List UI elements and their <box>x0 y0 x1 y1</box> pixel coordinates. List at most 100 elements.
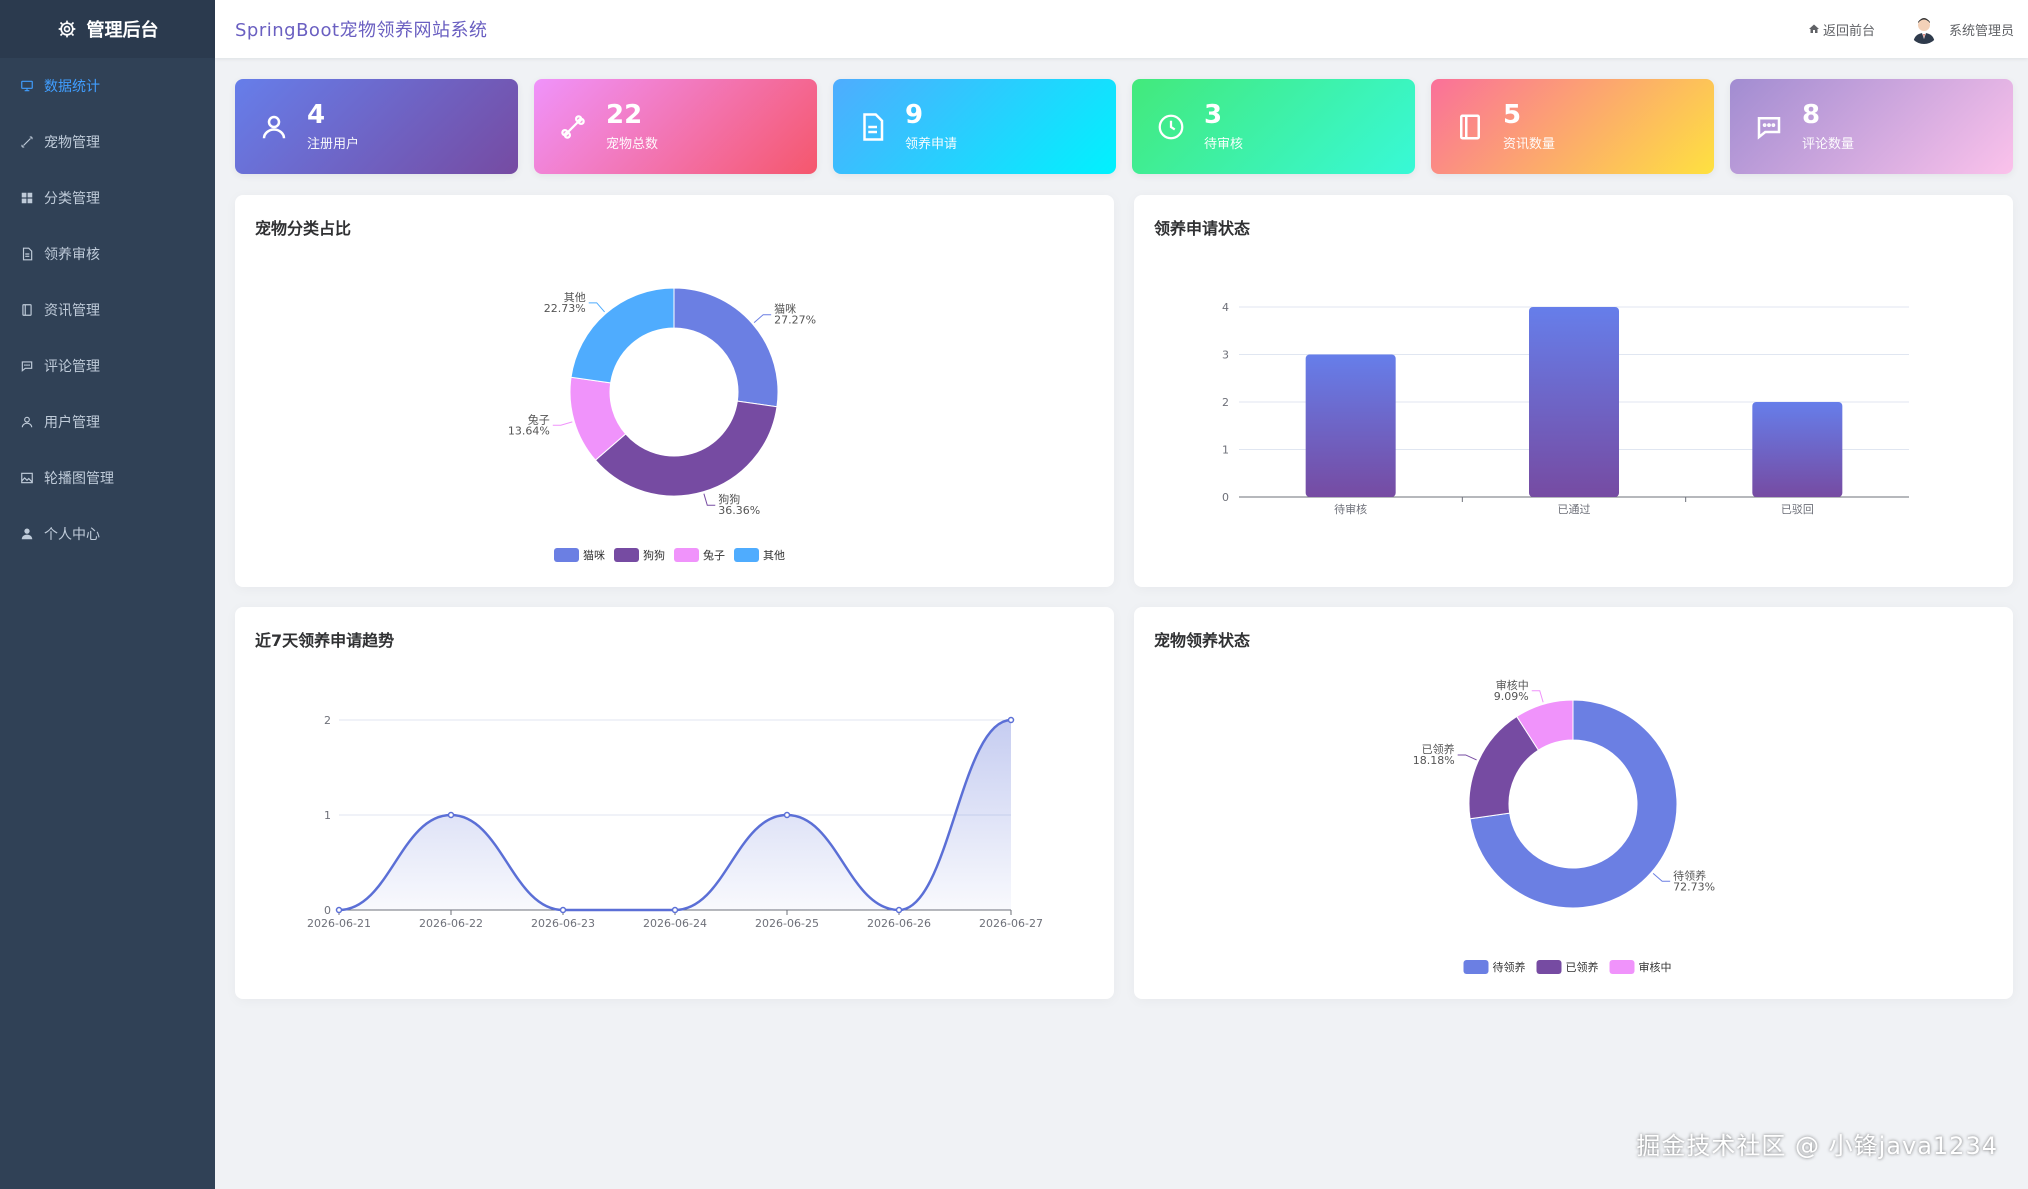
x-tick-label: 2026-06-23 <box>531 917 595 930</box>
header-right: 返回前台 系统管理员 <box>1808 14 2014 44</box>
gear-icon <box>58 20 75 38</box>
legend-swatch[interactable] <box>1536 960 1562 974</box>
sidebar-title: 管理后台 <box>86 20 159 41</box>
legend-label: 猫咪 <box>583 549 605 562</box>
legend-swatch[interactable] <box>554 548 579 562</box>
person-icon <box>20 527 34 541</box>
pie-slice[interactable] <box>1469 699 1678 909</box>
sidebar-item-label: 个人中心 <box>44 527 100 543</box>
pie-slice[interactable] <box>594 400 778 497</box>
sidebar-item-label: 轮播图管理 <box>44 471 114 487</box>
x-tick-label: 2026-06-22 <box>419 917 483 930</box>
clock-icon <box>1154 110 1188 144</box>
stat-label: 评论数量 <box>1802 137 1855 153</box>
bar[interactable] <box>1529 307 1619 497</box>
pie-label-line <box>588 302 605 313</box>
data-point[interactable] <box>335 906 343 914</box>
legend-label: 兔子 <box>703 548 725 562</box>
top-header: SpringBoot宠物领养网站系统 返回前台 系统管理员 <box>215 0 2028 58</box>
data-point[interactable] <box>1007 716 1015 724</box>
pie-value-label: 36.36% <box>718 504 760 517</box>
legend-swatch[interactable] <box>1609 960 1635 974</box>
data-point[interactable] <box>559 906 567 914</box>
sidebar-item-4[interactable]: 资讯管理 <box>0 282 215 338</box>
stat-card-3[interactable]: 3 待审核 <box>1132 79 1415 174</box>
pie-label: 待领养 <box>1673 868 1706 882</box>
pie-value-label: 9.09% <box>1494 690 1529 703</box>
legend-swatch[interactable] <box>614 548 639 562</box>
data-point[interactable] <box>671 906 679 914</box>
legend-label: 其他 <box>763 549 785 562</box>
pie-value-label: 18.18% <box>1413 754 1455 767</box>
sidebar-item-8[interactable]: 个人中心 <box>0 506 215 562</box>
stat-label: 注册用户 <box>307 137 360 153</box>
pie-value-label: 72.73% <box>1673 880 1715 893</box>
stat-text: 5 资讯数量 <box>1503 101 1555 153</box>
data-point[interactable] <box>783 811 791 819</box>
picture-icon <box>20 471 34 485</box>
stat-label: 资讯数量 <box>1503 137 1556 153</box>
pie-label: 兔子 <box>528 412 550 426</box>
pie-label-line <box>552 421 573 426</box>
stat-value: 8 <box>1802 99 1821 130</box>
legend-label: 待领养 <box>1493 960 1526 974</box>
avatar[interactable] <box>1908 14 1939 44</box>
pie-label-line <box>1652 873 1671 882</box>
pie-label: 狗狗 <box>718 493 740 506</box>
adoption-status-title: 领养申请状态 <box>1154 219 1251 238</box>
sidebar-item-0[interactable]: 数据统计 <box>0 58 215 114</box>
stat-card-2[interactable]: 9 领养申请 <box>833 79 1116 174</box>
stat-card-0[interactable]: 4 注册用户 <box>235 79 518 174</box>
sidebar-item-label: 宠物管理 <box>44 135 100 151</box>
x-tick-label: 2026-06-21 <box>307 917 371 930</box>
sidebar-menu: 数据统计宠物管理分类管理 领养审核 资讯管理 评论管理 用户管理轮播图管理个人中心 <box>0 58 215 562</box>
pie-label: 审核中 <box>1496 678 1529 692</box>
pie-label-line <box>703 493 716 506</box>
comment-icon <box>1752 110 1786 144</box>
pie-label-line <box>753 314 772 323</box>
pie-slice[interactable] <box>570 287 675 384</box>
bar[interactable] <box>1752 402 1843 497</box>
data-point[interactable] <box>895 906 903 914</box>
pie-value-label: 27.27% <box>774 314 816 327</box>
sidebar-item-5[interactable]: 评论管理 <box>0 338 215 394</box>
stat-value: 3 <box>1204 99 1223 130</box>
sidebar-item-7[interactable]: 轮播图管理 <box>0 450 215 506</box>
legend-swatch[interactable] <box>1463 960 1489 974</box>
x-tick-label: 待审核 <box>1334 502 1367 516</box>
adoption-status-panel: 0 1 2 3 4 待审核 已通过 已驳回 领养申请状态 <box>1134 195 2013 587</box>
pie-label-line <box>1457 754 1477 761</box>
pet-adopt-status-title: 宠物领养状态 <box>1154 631 1251 650</box>
user-icon <box>257 110 291 144</box>
pie-slice[interactable] <box>1516 699 1574 751</box>
x-tick-label: 已驳回 <box>1781 503 1814 516</box>
stat-text: 8 评论数量 <box>1802 101 1854 153</box>
pie-label: 猫咪 <box>774 303 796 316</box>
legend-label: 审核中 <box>1639 960 1672 974</box>
legend-swatch[interactable] <box>734 548 759 562</box>
pet-category-title: 宠物分类占比 <box>255 219 352 238</box>
pie-label-line <box>1531 690 1544 703</box>
y-tick-label: 2 <box>1222 396 1229 409</box>
stat-cards: 4 注册用户 22 宠物总数 9 领养申请 3 待审核 5 资讯数量 8 评论数量 <box>235 79 2013 174</box>
sidebar-item-6[interactable]: 用户管理 <box>0 394 215 450</box>
legend-label: 狗狗 <box>643 549 665 562</box>
stat-card-4[interactable]: 5 资讯数量 <box>1431 79 1714 174</box>
stat-card-5[interactable]: 8 评论数量 <box>1730 79 2013 174</box>
comment-icon <box>20 359 34 373</box>
x-tick-label: 2026-06-25 <box>755 917 819 930</box>
pie-slice[interactable] <box>673 287 779 408</box>
sidebar-item-2[interactable]: 分类管理 <box>0 170 215 226</box>
legend-swatch[interactable] <box>674 548 699 562</box>
pie-value-label: 22.73% <box>544 302 586 315</box>
stat-card-1[interactable]: 22 宠物总数 <box>534 79 817 174</box>
stat-value: 9 <box>905 99 924 130</box>
user-name[interactable]: 系统管理员 <box>1948 23 2014 39</box>
watermark: 掘金技术社区 @ 小锋java1234 <box>1636 1132 1998 1160</box>
back-to-frontend-link[interactable]: 返回前台 <box>1808 20 1875 39</box>
sidebar-item-3[interactable]: 领养审核 <box>0 226 215 282</box>
sidebar-item-1[interactable]: 宠物管理 <box>0 114 215 170</box>
bar[interactable] <box>1305 354 1396 498</box>
data-point[interactable] <box>447 811 455 819</box>
